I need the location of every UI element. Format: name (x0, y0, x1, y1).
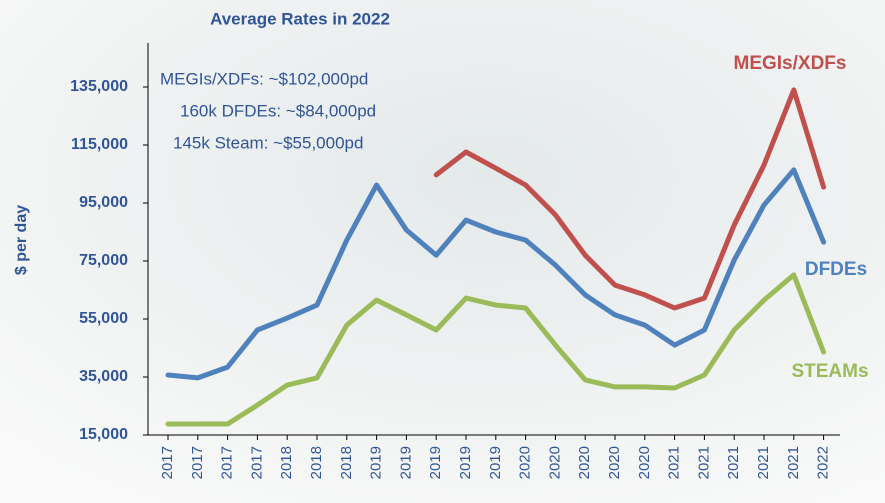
x-tick-label: 2017 (159, 446, 176, 479)
y-tick-label: 75,000 (79, 252, 128, 269)
y-tick-label: 95,000 (79, 194, 128, 211)
x-tick-label: 2020 (636, 446, 653, 479)
annotation: 145k Steam: ~$55,000pd (173, 133, 363, 152)
x-tick-label: 2019 (487, 446, 504, 479)
y-axis-label: $ per day (13, 205, 30, 275)
chart-title: Average Rates in 2022 (210, 9, 390, 28)
y-tick-label: 115,000 (71, 136, 128, 153)
series-label: DFDEs (805, 259, 867, 280)
x-tick-label: 2019 (397, 446, 414, 479)
x-tick-label: 2019 (427, 446, 444, 479)
x-tick-label: 2018 (338, 446, 355, 479)
x-tick-label: 2019 (368, 446, 385, 479)
x-tick-label: 2020 (606, 446, 623, 479)
annotation: MEGIs/XDFs: ~$102,000pd (160, 69, 368, 88)
x-tick-label: 2019 (457, 446, 474, 479)
x-tick-label: 2021 (755, 446, 772, 479)
series-line (433, 87, 827, 311)
y-tick-label: 35,000 (79, 368, 128, 385)
series-label: STEAMs (791, 361, 868, 382)
y-tick-label: 135,000 (70, 78, 128, 95)
y-tick-label: 15,000 (79, 426, 128, 443)
x-tick-label: 2020 (517, 446, 534, 479)
x-tick-label: 2018 (308, 446, 325, 479)
x-tick-label: 2021 (725, 446, 742, 479)
series-label: MEGIs/XDFs (734, 53, 847, 74)
y-tick-label: 55,000 (79, 310, 128, 327)
x-tick-label: 2022 (815, 446, 832, 479)
x-tick-label: 2018 (278, 446, 295, 479)
series-line (165, 167, 827, 381)
x-tick-label: 2017 (189, 446, 206, 479)
series-line (165, 272, 827, 427)
x-tick-label: 2021 (695, 446, 712, 479)
x-tick-label: 2020 (546, 446, 563, 479)
x-tick-label: 2021 (785, 446, 802, 479)
annotation: 160k DFDEs: ~$84,000pd (180, 101, 376, 120)
x-tick-label: 2017 (219, 446, 236, 479)
x-tick-label: 2017 (248, 446, 265, 479)
x-tick-label: 2021 (666, 446, 683, 479)
x-tick-label: 2020 (576, 446, 593, 479)
